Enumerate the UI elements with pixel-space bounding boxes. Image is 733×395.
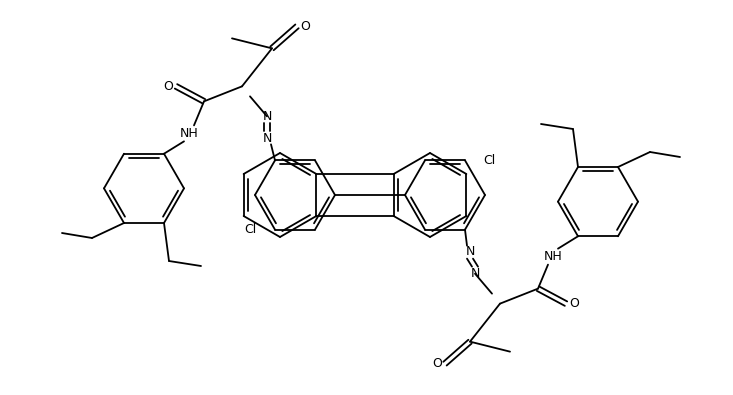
Text: O: O	[569, 297, 579, 310]
Text: NH: NH	[544, 250, 562, 263]
Text: O: O	[300, 20, 310, 33]
Text: N: N	[262, 132, 272, 145]
Text: N: N	[465, 245, 475, 258]
Text: O: O	[432, 357, 442, 370]
Text: O: O	[163, 80, 173, 93]
Text: N: N	[262, 110, 272, 123]
Text: NH: NH	[180, 127, 199, 140]
Text: Cl: Cl	[483, 154, 496, 167]
Text: N: N	[471, 267, 479, 280]
Text: Cl: Cl	[245, 223, 257, 236]
